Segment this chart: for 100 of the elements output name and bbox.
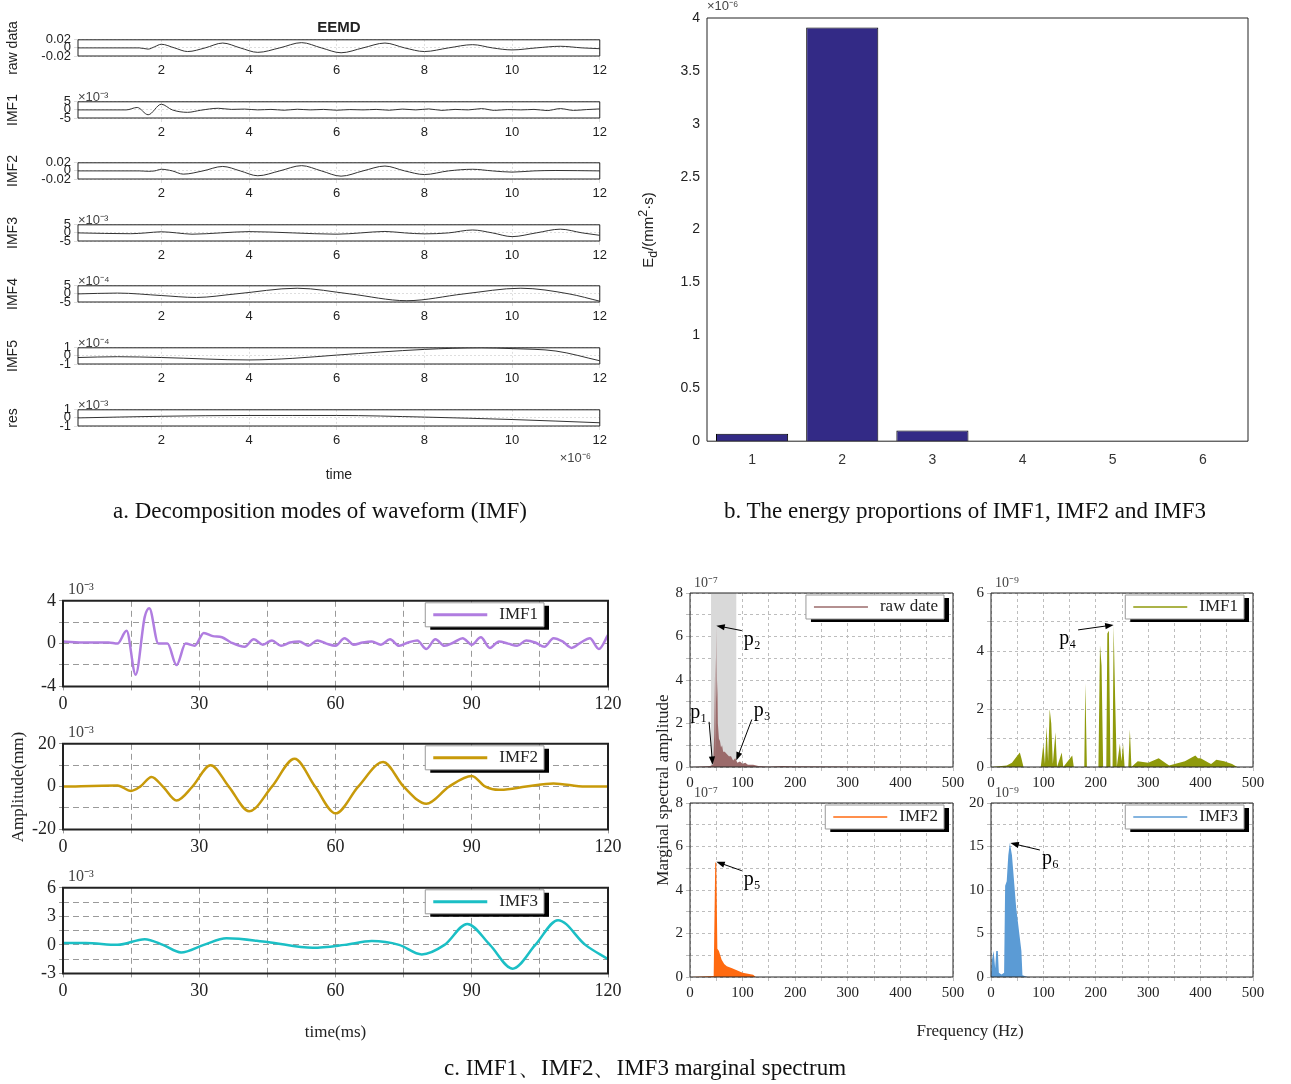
y-axis-title: IMF5 [4, 339, 20, 372]
text: ×10⁻⁶ [559, 449, 592, 466]
x-tick-label: 12 [592, 185, 607, 201]
line-series [78, 165, 600, 177]
x-tick-label: 10 [504, 432, 520, 448]
y-tick-label: 3.5 [680, 61, 701, 78]
y-axis-title: raw data [4, 21, 20, 75]
x-tick-label: 90 [462, 835, 481, 856]
x-tick-label: 60 [326, 692, 345, 713]
x-tick-label: 400 [889, 983, 912, 1000]
y-tick-label: 0 [976, 967, 984, 984]
y-tick-label: -3 [41, 962, 56, 983]
x-tick-label: 2 [157, 247, 165, 263]
x-tick-label: 500 [941, 773, 965, 790]
y-tick-label: 0 [47, 933, 56, 954]
x-tick-label: 2 [157, 308, 165, 324]
annotation: p₅ [743, 866, 761, 890]
y-tick-label: 4 [976, 641, 985, 658]
y-axis-title: IMF2 [4, 154, 20, 187]
text: 10⁻³ [68, 721, 94, 742]
y-tick-label: 8 [675, 583, 683, 600]
annotation: p₁ [690, 700, 708, 724]
x-tick-label: 500 [1241, 983, 1265, 1000]
x-tick-label: 120 [594, 979, 622, 1000]
text: 10⁻³ [68, 578, 94, 599]
annotation: p₂ [743, 626, 761, 650]
y-tick-label: 20 [38, 732, 56, 753]
x-tick-label: 2 [157, 124, 165, 140]
x-axis-title: Frequency (Hz) [916, 1021, 1024, 1041]
text: 10⁻⁷ [694, 574, 718, 591]
y-tick-label: 2 [675, 924, 683, 941]
x-tick-label: 6 [1199, 451, 1208, 468]
x-tick-label: 3 [928, 451, 937, 468]
y-axis-title: Marginal spectral amplitude [653, 694, 673, 886]
text: 10⁻³ [68, 865, 94, 886]
y-tick-label: 20 [969, 793, 984, 810]
legend-label: IMF1 [499, 604, 538, 624]
y-tick-label: 2 [675, 714, 683, 731]
x-tick-label: 12 [592, 62, 607, 78]
x-tick-label: 200 [1084, 773, 1108, 790]
line-series [78, 228, 600, 238]
x-tick-label: 500 [941, 983, 965, 1000]
x-tick-label: 60 [326, 979, 345, 1000]
y-axis-title: res [4, 408, 20, 428]
x-tick-label: 10 [504, 124, 520, 140]
y-axis-title: Amplitude(mm) [8, 731, 28, 842]
x-tick-label: 8 [420, 370, 428, 386]
annotation: ×10⁻³ [78, 395, 109, 413]
x-tick-label: 1 [748, 451, 757, 468]
x-tick-label: 2 [157, 370, 165, 386]
annotation: p₃ [753, 697, 771, 721]
x-tick-label: 60 [326, 835, 345, 856]
y-axis-title: IMF1 [4, 93, 20, 126]
x-tick-label: 90 [462, 692, 481, 713]
x-tick-label: 200 [783, 773, 807, 790]
line-series [78, 42, 600, 54]
chart-title: EEMD [317, 17, 361, 35]
x-tick-label: 2 [157, 185, 165, 201]
annotation: ×10⁻⁴ [78, 333, 110, 351]
x-tick-label: 200 [1084, 983, 1108, 1000]
x-tick-label: 4 [245, 432, 253, 448]
x-tick-label: 5 [1108, 451, 1117, 468]
x-tick-label: 2 [157, 432, 165, 448]
line-series [78, 287, 600, 302]
x-tick-label: 10 [504, 308, 520, 324]
x-tick-label: 120 [594, 835, 622, 856]
y-tick-label: 0 [976, 757, 984, 774]
y-tick-label: 4 [692, 8, 701, 25]
x-tick-label: 6 [333, 308, 341, 324]
x-tick-label: 2 [157, 62, 165, 78]
annotation: ×10⁻⁴ [78, 271, 110, 289]
legend-label: IMF3 [499, 891, 538, 911]
y-tick-label: 6 [47, 876, 56, 897]
x-tick-label: 12 [592, 247, 607, 263]
y-axis-title: IMF3 [4, 216, 20, 249]
x-tick-label: 6 [333, 370, 341, 386]
x-tick-label: 4 [245, 247, 253, 263]
y-tick-label: 1 [692, 326, 701, 343]
text: b. The energy proportions of IMF1, IMF2 and IMF3 [723, 498, 1207, 524]
text: 10⁻⁹ [995, 784, 1019, 801]
y-tick-label: -20 [32, 818, 56, 839]
y-tick-label: 0.5 [680, 379, 701, 396]
x-tick-label: 4 [1018, 451, 1027, 468]
x-tick-label: 90 [462, 979, 481, 1000]
x-tick-label: 30 [190, 692, 209, 713]
y-tick-label: 2.5 [680, 167, 701, 184]
x-tick-label: 300 [1136, 773, 1160, 790]
x-tick-label: 4 [245, 308, 253, 324]
y-tick-label: 6 [675, 627, 684, 644]
x-tick-label: 8 [420, 432, 428, 448]
x-tick-label: 8 [420, 185, 428, 201]
x-tick-label: 6 [333, 185, 341, 201]
y-tick-label: 4 [675, 880, 684, 897]
x-tick-label: 8 [420, 124, 428, 140]
x-tick-label: 30 [190, 835, 209, 856]
x-tick-label: 12 [592, 432, 607, 448]
x-tick-label: 400 [889, 773, 912, 790]
text: ×10⁻⁶ [707, 0, 739, 14]
y-tick-label: -4 [41, 675, 56, 696]
x-tick-label: 8 [420, 308, 428, 324]
